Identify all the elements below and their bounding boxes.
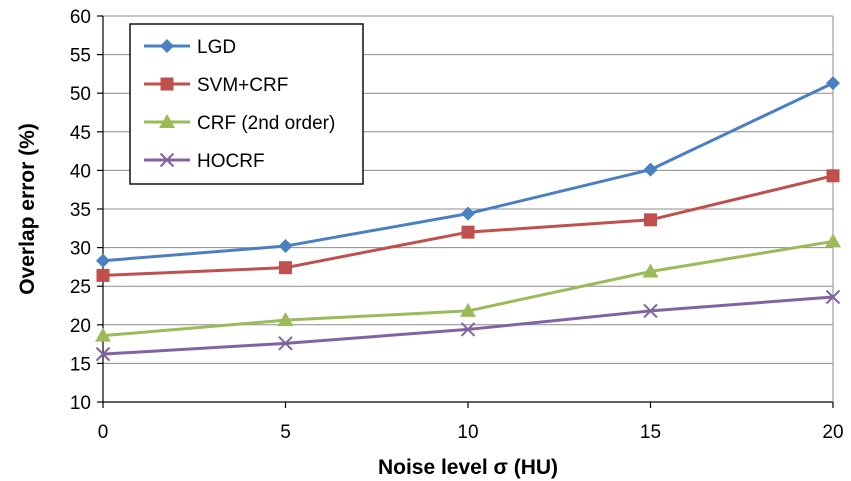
data-point-3-3	[643, 303, 658, 319]
legend-swatch-marker-0	[160, 39, 174, 53]
series-3	[95, 289, 841, 362]
legend-label-0: LGD	[197, 37, 236, 58]
data-point-0-3	[643, 162, 658, 177]
data-point-3-4-stroke-b	[825, 289, 841, 305]
data-point-3-1	[278, 336, 293, 351]
x-tick-label-15: 15	[640, 422, 661, 443]
data-point-3-0	[95, 346, 111, 362]
data-point-3-1-stroke-b	[278, 336, 293, 351]
y-tick-label-35: 35	[70, 200, 91, 221]
x-tick-label-0: 0	[98, 422, 109, 443]
legend-item-1: SVM+CRF	[144, 75, 288, 96]
data-point-0-1	[278, 239, 293, 254]
y-tick-label-50: 50	[70, 84, 91, 105]
series-0	[96, 76, 840, 268]
data-point-3-4	[825, 289, 841, 305]
data-point-2-4	[825, 233, 841, 248]
legend-label-2: CRF (2nd order)	[197, 113, 335, 134]
legend-swatch-marker-3-stroke-b	[159, 152, 175, 168]
x-tick-label-20: 20	[822, 422, 843, 443]
y-tick-label-60: 60	[70, 7, 91, 28]
y-tick-label-30: 30	[70, 239, 91, 260]
legend-item-2: CRF (2nd order)	[144, 113, 335, 134]
data-point-2-0	[95, 327, 111, 342]
data-point-3-2-stroke-b	[460, 322, 476, 337]
y-tick-label-15: 15	[70, 354, 91, 375]
legend-swatch-marker-1	[160, 77, 174, 91]
series-1	[96, 169, 840, 282]
y-tick-label-40: 40	[70, 161, 91, 182]
data-point-2-2	[460, 302, 476, 317]
x-tick-label-5: 5	[280, 422, 291, 443]
legend: LGD SVM+CRF CRF (2nd order) HOCRF	[129, 23, 364, 185]
y-tick-labels: 10 15 20 25 30 35 40 45 50 55 60	[70, 7, 91, 414]
legend-label-1: SVM+CRF	[197, 75, 288, 96]
data-point-3-2	[460, 322, 476, 337]
data-point-1-2	[461, 225, 475, 239]
legend-item-0: LGD	[144, 37, 236, 58]
data-point-3-0-stroke-b	[95, 346, 111, 362]
data-point-1-3	[644, 213, 657, 227]
legend-items: LGD SVM+CRF CRF (2nd order) HOCRF	[144, 37, 335, 172]
data-point-1-1	[279, 261, 292, 275]
legend-swatch-marker-2	[159, 114, 175, 128]
y-tick-label-20: 20	[70, 316, 91, 337]
data-point-0-4	[826, 76, 840, 91]
data-point-0-0	[96, 253, 110, 268]
x-tick-label-10: 10	[457, 422, 478, 443]
y-tick-label-55: 55	[70, 46, 91, 67]
x-axis-title: Noise level σ (HU)	[378, 456, 558, 479]
legend-swatch-marker-3	[159, 152, 175, 168]
y-tick-label-45: 45	[70, 123, 91, 144]
series-line-2	[102, 239, 834, 338]
data-point-0-2	[461, 206, 475, 221]
data-point-1-0	[96, 268, 110, 282]
y-axis-title: Overlap error (%)	[16, 123, 39, 295]
data-point-2-3	[642, 263, 659, 278]
y-tick-label-25: 25	[70, 277, 91, 298]
series-2	[95, 233, 841, 342]
series-group	[95, 76, 841, 362]
legend-item-3: HOCRF	[144, 151, 265, 172]
y-tick-label-10: 10	[70, 393, 91, 414]
x-tick-labels: 0 5 10 15 20	[98, 422, 844, 443]
data-point-3-3-stroke-b	[643, 303, 658, 319]
legend-label-3: HOCRF	[197, 151, 265, 172]
data-point-2-1	[277, 312, 294, 327]
data-point-1-4	[826, 169, 840, 183]
